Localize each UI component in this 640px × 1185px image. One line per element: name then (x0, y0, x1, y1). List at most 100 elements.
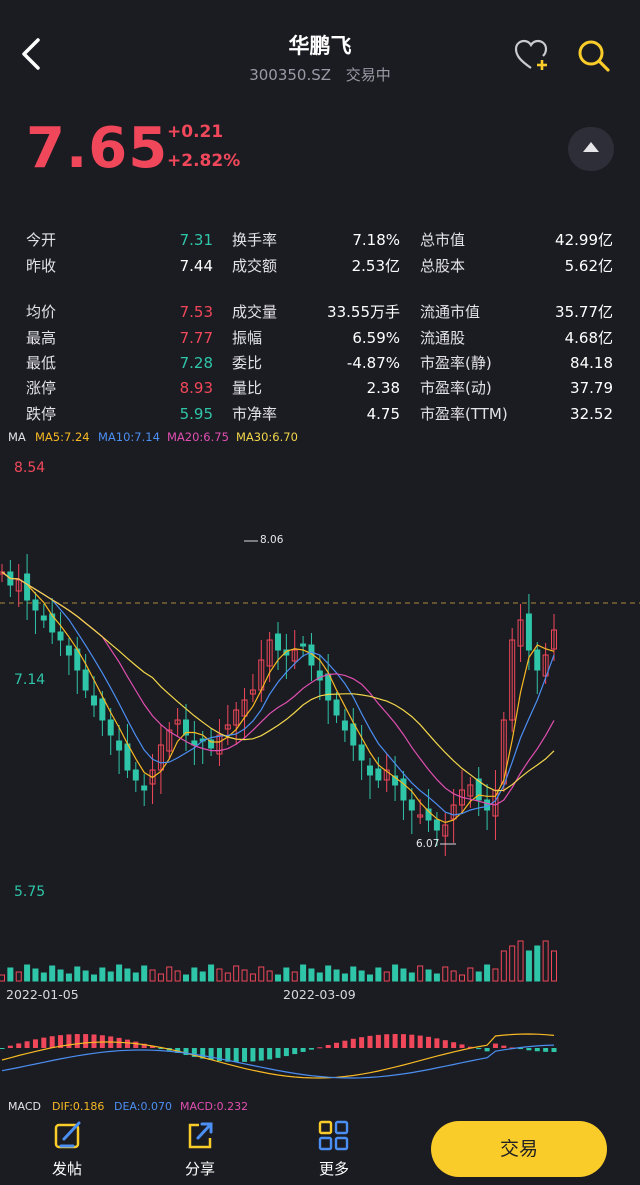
stat-value: 7.44 (179, 257, 213, 275)
candle-body (132, 769, 139, 781)
collapse-button[interactable] (568, 127, 614, 171)
volume-bar (333, 969, 340, 982)
stat-value: 37.79 (570, 379, 613, 397)
ma5-line (1, 571, 555, 824)
candle-body (191, 740, 198, 746)
volume-bar (484, 964, 491, 982)
macd-bar (467, 1046, 473, 1048)
macd-bar (375, 1034, 381, 1048)
trading-status: 交易中 (345, 66, 391, 84)
post-button[interactable]: 发帖 (37, 1120, 97, 1180)
macd-bar (551, 1048, 557, 1052)
candle-body (442, 824, 449, 837)
candle-body (450, 804, 457, 820)
stat-label: 最低 (26, 354, 57, 372)
candle-body (425, 808, 432, 821)
candle-body (57, 631, 64, 641)
volume-bar (99, 967, 106, 982)
current-price: 7.65 (26, 116, 169, 181)
stat-label: 量比 (232, 379, 263, 397)
candle-body (358, 744, 365, 761)
volume-bar (216, 968, 223, 982)
macd-bar (175, 1048, 181, 1053)
macd-bar (292, 1048, 298, 1055)
stat-value: 5.62亿 (564, 257, 613, 275)
ma10-legend: MA10:7.14 (98, 430, 160, 444)
stat-label: 委比 (232, 354, 263, 372)
volume-bar (141, 965, 148, 982)
candle-body (383, 769, 390, 781)
volume-bar (433, 973, 440, 982)
ma20-legend: MA20:6.75 (167, 430, 229, 444)
candle-body (475, 778, 482, 801)
more-icon (318, 1120, 349, 1151)
macd-bar (492, 1043, 498, 1048)
macd-bar (526, 1048, 532, 1051)
candle-body (325, 673, 332, 701)
macd-bar (392, 1034, 398, 1048)
volume-bar (249, 973, 256, 982)
macd-bar (476, 1048, 482, 1050)
macd-bar (350, 1038, 356, 1048)
stat-label: 换手率 (232, 231, 278, 249)
stat-value: 7.18% (352, 231, 400, 249)
candle-body (116, 740, 123, 751)
volume-bar (525, 950, 532, 982)
volume-bar (375, 967, 382, 982)
kline-chart[interactable] (0, 450, 640, 1110)
candle-body (174, 719, 181, 725)
more-label: 更多 (318, 1160, 349, 1178)
macd-bar (216, 1048, 222, 1062)
volume-bar (500, 950, 507, 982)
search-icon[interactable] (576, 38, 612, 74)
volume-bar (291, 971, 298, 982)
volume-bar (275, 974, 281, 982)
candle-body (99, 698, 106, 721)
candle-body (417, 814, 424, 818)
volume-bar (183, 974, 189, 982)
stat-value: 42.99亿 (555, 231, 613, 249)
volume-bar (15, 971, 22, 982)
macd-legend-label: MACD (8, 1100, 41, 1113)
stat-value: 2.53亿 (351, 257, 400, 275)
stat-value: 7.31 (179, 231, 213, 249)
macd-bar (342, 1040, 348, 1048)
share-button[interactable]: 分享 (170, 1120, 230, 1180)
volume-bar (341, 973, 348, 982)
candle-body (266, 639, 273, 667)
header-bar: 华鹏飞 300350.SZ 交易中 (0, 0, 640, 110)
stat-value: 6.59% (352, 329, 400, 347)
stat-label: 跌停 (26, 405, 57, 423)
volume-bar (450, 970, 457, 982)
heart-plus-icon[interactable] (513, 37, 551, 73)
macd-bar (359, 1037, 365, 1048)
candle-body (283, 649, 290, 656)
stat-value: 7.53 (179, 303, 213, 321)
volume-bar (551, 950, 557, 982)
candle-body (166, 729, 173, 752)
candle-body (233, 709, 240, 726)
candle-body (107, 719, 114, 736)
candle-body (49, 613, 56, 633)
volume-bar (467, 967, 474, 982)
volume-bar (49, 965, 56, 982)
volume-bar (442, 966, 449, 982)
stat-value: 4.75 (366, 405, 400, 423)
trade-button[interactable]: 交易 (431, 1121, 607, 1177)
macd-bar (518, 1048, 524, 1050)
volume-bar (517, 940, 524, 982)
macd-bar (7, 1045, 13, 1048)
more-button[interactable]: 更多 (304, 1120, 364, 1180)
volume-bar (224, 972, 231, 982)
macd-bar (459, 1044, 465, 1048)
macd-bar (308, 1048, 314, 1050)
stat-value: 84.18 (570, 354, 613, 372)
volume-bar (74, 966, 81, 982)
candle-body (300, 643, 307, 647)
low-marker-label: 6.07 (416, 838, 440, 850)
candle-body (32, 599, 39, 611)
volume-bar (199, 971, 206, 982)
back-icon[interactable] (18, 36, 48, 72)
volume-bar (417, 965, 424, 982)
candle-body (249, 689, 256, 695)
